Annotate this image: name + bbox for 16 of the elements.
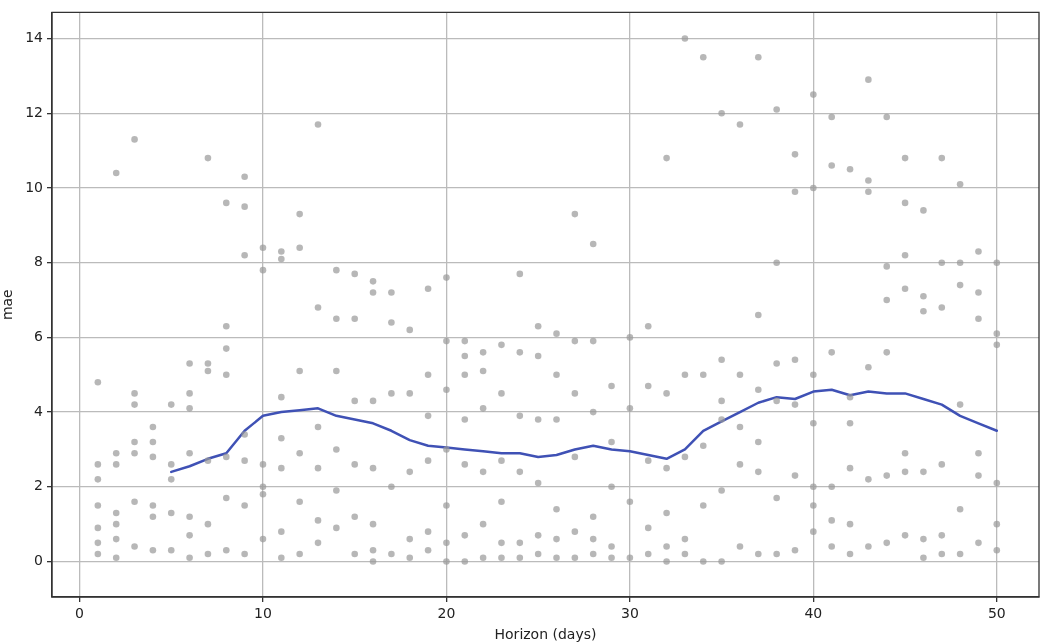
y-tick-label: 14 [25,29,44,46]
y-tick-label: 8 [34,253,43,270]
y-tick-label: 0 [34,552,43,569]
x-axis-title: Horizon (days) [494,626,597,643]
x-tick-label: 30 [620,605,639,622]
y-tick-label: 6 [34,328,44,345]
y-tick-label: 2 [34,477,43,494]
y-tick-label: 12 [25,103,43,120]
y-tick-label: 10 [25,178,43,195]
x-tick-label: 20 [437,605,456,622]
y-axis-title: mae [0,289,16,321]
y-tick-label: 4 [34,402,44,419]
x-tick-label: 50 [987,605,1006,622]
x-tick-label: 40 [804,605,823,622]
x-tick-label: 0 [75,605,84,622]
x-tick-label: 10 [254,605,272,622]
